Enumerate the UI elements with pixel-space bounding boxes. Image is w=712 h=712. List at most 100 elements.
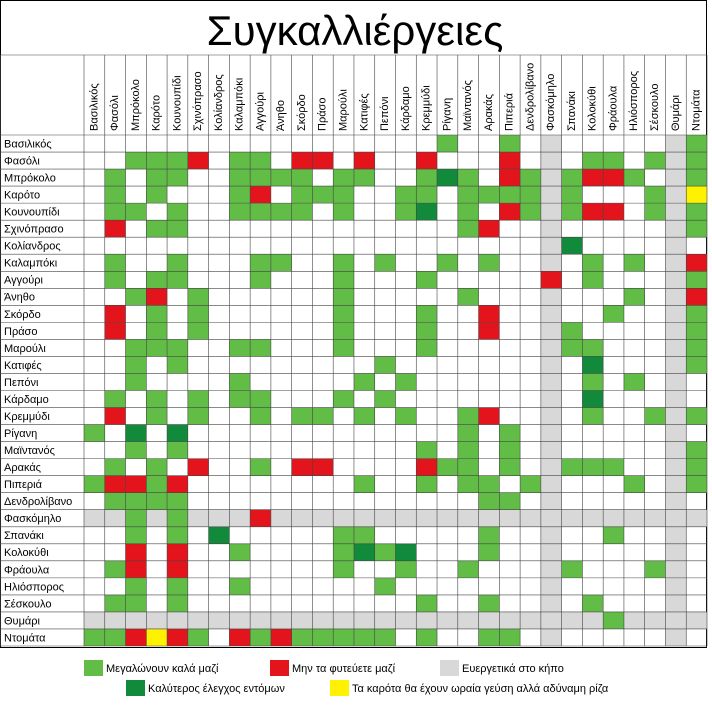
cell (561, 237, 583, 255)
cell (499, 424, 521, 442)
cell (167, 475, 188, 493)
cell (187, 458, 209, 476)
cell (84, 509, 105, 527)
cell (457, 407, 479, 425)
cell (686, 203, 707, 221)
cell (291, 458, 313, 476)
cell (125, 611, 147, 629)
cell (665, 356, 687, 374)
cell (644, 152, 666, 170)
cell (457, 424, 479, 442)
cell (416, 611, 438, 629)
cell (665, 526, 687, 544)
row-label: Κουνουπίδι (4, 207, 60, 219)
cell (540, 441, 562, 459)
cell (353, 543, 375, 561)
cell (250, 203, 271, 221)
cell (125, 373, 147, 391)
cell (84, 628, 105, 646)
row-label: Αρακάς (4, 462, 41, 474)
cell (540, 203, 562, 221)
row-label: Σκόρδο (4, 309, 41, 321)
row-label: Άνηθο (4, 292, 35, 304)
cell (187, 305, 209, 323)
cell (84, 424, 105, 442)
cell (603, 152, 624, 170)
cell (665, 458, 687, 476)
row-label: Δενδρολίβανο (4, 496, 72, 508)
cell (146, 407, 168, 425)
cell (457, 220, 479, 238)
cell (686, 135, 707, 153)
cell (291, 611, 313, 629)
cell (561, 560, 583, 578)
cell (644, 203, 666, 221)
cell (416, 458, 438, 476)
cell (665, 186, 687, 204)
cell (478, 220, 500, 238)
cell (167, 628, 188, 646)
cell (146, 220, 168, 238)
cell (686, 152, 707, 170)
cell (540, 254, 562, 272)
cell (250, 458, 271, 476)
cell (582, 611, 604, 629)
column-label: Πιπεριά (504, 92, 516, 131)
cell (125, 339, 147, 357)
cell (478, 526, 500, 544)
cell (540, 577, 562, 595)
cell (270, 254, 292, 272)
cell (665, 152, 687, 170)
cell (208, 526, 230, 544)
cell (270, 611, 292, 629)
cell (686, 407, 707, 425)
cell (478, 509, 500, 527)
cell (167, 560, 188, 578)
cell (187, 390, 209, 408)
column-label: Καλαμπόκι (234, 77, 246, 131)
cell (603, 203, 624, 221)
cell (665, 288, 687, 306)
cell (665, 203, 687, 221)
cell (270, 509, 292, 527)
row-label: Μπρόκολο (4, 172, 56, 184)
cell (104, 594, 126, 612)
cell (374, 543, 396, 561)
cell (686, 305, 707, 323)
cell (374, 254, 396, 272)
cell (478, 305, 500, 323)
cell (395, 543, 417, 561)
cell (582, 271, 604, 289)
cell (104, 390, 126, 408)
cell (665, 611, 687, 629)
cell (374, 628, 396, 646)
row-label: Σχινόπρασο (4, 224, 64, 236)
cell (312, 628, 334, 646)
cell (665, 628, 687, 646)
cell (540, 390, 562, 408)
cell (416, 152, 438, 170)
cell (291, 203, 313, 221)
cell (416, 186, 438, 204)
cell (374, 611, 396, 629)
cell (353, 628, 375, 646)
cell (437, 254, 458, 272)
cell (665, 135, 687, 153)
cell (312, 509, 334, 527)
cell (686, 271, 707, 289)
row-label: Καλαμπόκι (4, 258, 58, 270)
column-label: Ηλιόσπορος (628, 71, 640, 131)
cell (540, 492, 562, 510)
column-label: Κολοκύθι (587, 86, 599, 131)
legend-swatch (440, 660, 459, 676)
cell (644, 509, 666, 527)
cell (353, 611, 375, 629)
cell (603, 305, 624, 323)
cell (478, 492, 500, 510)
cell (125, 288, 147, 306)
column-label: Φασκόμηλο (545, 74, 557, 131)
cell (146, 458, 168, 476)
cell (250, 339, 271, 357)
cell (561, 509, 583, 527)
cell (416, 628, 438, 646)
